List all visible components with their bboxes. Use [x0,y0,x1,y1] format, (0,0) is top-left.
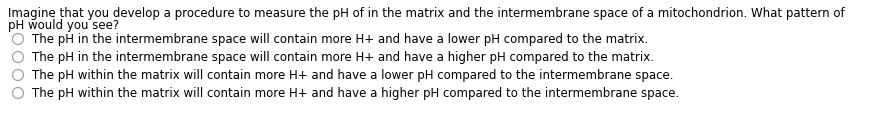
Text: The pH within the matrix will contain more H+ and have a lower pH compared to th: The pH within the matrix will contain mo… [32,69,673,82]
Text: pH would you see?: pH would you see? [8,19,119,32]
Text: The pH within the matrix will contain more H+ and have a higher pH compared to t: The pH within the matrix will contain mo… [32,87,679,100]
Text: Imagine that you develop a procedure to measure the pH of in the matrix and the : Imagine that you develop a procedure to … [8,7,845,20]
Text: The pH in the intermembrane space will contain more H+ and have a lower pH compa: The pH in the intermembrane space will c… [32,33,649,46]
Text: The pH in the intermembrane space will contain more H+ and have a higher pH comp: The pH in the intermembrane space will c… [32,51,654,64]
